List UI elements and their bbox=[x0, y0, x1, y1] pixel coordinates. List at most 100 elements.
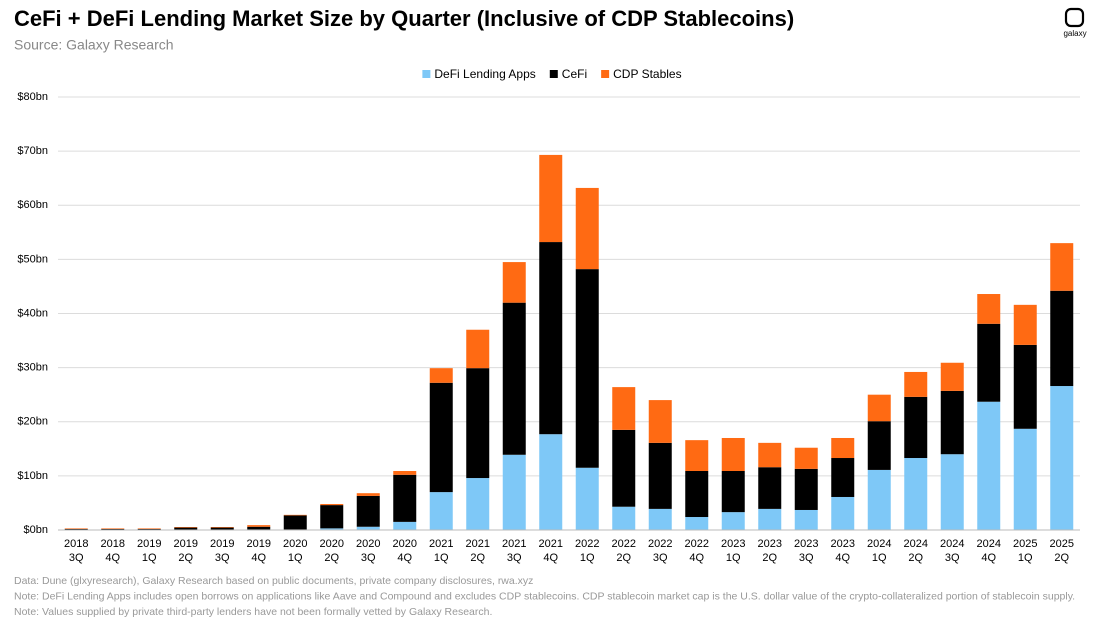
bar-segment bbox=[685, 440, 709, 472]
bar-segment bbox=[612, 429, 636, 507]
x-tick-quarter: 3Q bbox=[69, 552, 84, 564]
bar-segment bbox=[64, 528, 88, 530]
legend-swatch bbox=[601, 70, 610, 78]
bar-segment bbox=[758, 467, 782, 509]
x-tick-quarter: 1Q bbox=[1018, 552, 1033, 564]
legend-swatch bbox=[422, 70, 431, 78]
y-tick-label: $70bn bbox=[17, 145, 48, 157]
bar-segment bbox=[502, 262, 526, 303]
x-tick-year: 2021 bbox=[466, 538, 490, 550]
x-tick-year: 2020 bbox=[356, 538, 380, 550]
x-tick-quarter: 2Q bbox=[762, 552, 777, 564]
x-tick-quarter: 3Q bbox=[215, 552, 230, 564]
x-tick-quarter: 1Q bbox=[580, 552, 595, 564]
x-tick-quarter: 3Q bbox=[945, 552, 960, 564]
x-tick-year: 2022 bbox=[685, 538, 709, 550]
bar-segment bbox=[904, 458, 928, 530]
x-tick-quarter: 1Q bbox=[142, 552, 157, 564]
bar-segment bbox=[831, 458, 855, 497]
bar-segment bbox=[940, 454, 964, 530]
bar-segment bbox=[174, 527, 198, 528]
x-tick-quarter: 2Q bbox=[470, 552, 485, 564]
x-tick-year: 2023 bbox=[721, 538, 745, 550]
bar-segment bbox=[1013, 428, 1037, 530]
x-tick-quarter: 1Q bbox=[872, 552, 887, 564]
bar-segment bbox=[539, 154, 563, 243]
y-tick-label: $30bn bbox=[17, 362, 48, 374]
x-tick-quarter: 2Q bbox=[616, 552, 631, 564]
x-tick-quarter: 4Q bbox=[689, 552, 704, 564]
bar-segment bbox=[977, 294, 1001, 324]
y-tick-label: $10bn bbox=[17, 470, 48, 482]
x-tick-year: 2021 bbox=[502, 538, 526, 550]
bar-segment bbox=[612, 387, 636, 430]
bar-segment bbox=[210, 527, 234, 528]
bar-segment bbox=[137, 528, 161, 529]
bar-segment bbox=[940, 390, 964, 455]
x-tick-year: 2025 bbox=[1050, 538, 1074, 550]
chart-title: CeFi + DeFi Lending Market Size by Quart… bbox=[14, 6, 794, 31]
logo-icon bbox=[1064, 7, 1085, 28]
x-tick-quarter: 2Q bbox=[908, 552, 923, 564]
x-tick-year: 2020 bbox=[283, 538, 307, 550]
x-tick-year: 2018 bbox=[101, 538, 125, 550]
x-tick-quarter: 4Q bbox=[105, 552, 120, 564]
x-tick-year: 2021 bbox=[539, 538, 563, 550]
bar-segment bbox=[1050, 386, 1074, 530]
x-tick-year: 2018 bbox=[64, 538, 88, 550]
x-tick-year: 2024 bbox=[904, 538, 928, 550]
x-tick-quarter: 3Q bbox=[799, 552, 814, 564]
bar-segment bbox=[356, 493, 380, 496]
x-tick-year: 2023 bbox=[794, 538, 818, 550]
x-tick-quarter: 4Q bbox=[543, 552, 558, 564]
bar-segment bbox=[648, 400, 672, 443]
x-tick-year: 2025 bbox=[1013, 538, 1037, 550]
bar-segment bbox=[977, 401, 1001, 530]
x-tick-quarter: 3Q bbox=[507, 552, 522, 564]
x-tick-quarter: 2Q bbox=[178, 552, 193, 564]
x-tick-year: 2019 bbox=[174, 538, 198, 550]
x-tick-year: 2019 bbox=[210, 538, 234, 550]
bar-segment bbox=[648, 442, 672, 509]
chart-subtitle: Source: Galaxy Research bbox=[14, 37, 174, 53]
bar-segment bbox=[794, 447, 818, 469]
x-tick-quarter: 2Q bbox=[324, 552, 339, 564]
bar-segment bbox=[64, 528, 88, 529]
legend-label: CDP Stables bbox=[613, 67, 681, 81]
x-tick-year: 2024 bbox=[977, 538, 1001, 550]
x-tick-year: 2022 bbox=[575, 538, 599, 550]
x-tick-quarter: 3Q bbox=[653, 552, 668, 564]
bar-segment bbox=[283, 515, 307, 530]
y-tick-label: $0bn bbox=[24, 524, 48, 536]
footnote: Note: DeFi Lending Apps includes open bo… bbox=[14, 590, 1075, 602]
bar-segment bbox=[137, 528, 161, 530]
x-tick-year: 2023 bbox=[831, 538, 855, 550]
bar-segment bbox=[539, 434, 563, 530]
x-tick-quarter: 1Q bbox=[288, 552, 303, 564]
bar-segment bbox=[356, 495, 380, 527]
bar-segment bbox=[320, 528, 344, 530]
bar-segment bbox=[502, 454, 526, 530]
bar-segment bbox=[721, 471, 745, 513]
bar-segment bbox=[429, 382, 453, 493]
bar-segment bbox=[210, 527, 234, 530]
x-tick-quarter: 4Q bbox=[835, 552, 850, 564]
bar-segment bbox=[174, 527, 198, 530]
bar-segment bbox=[1013, 304, 1037, 345]
legend-swatch bbox=[549, 70, 558, 78]
bar-segment bbox=[867, 469, 891, 530]
bar-segment bbox=[320, 504, 344, 506]
bar-segment bbox=[320, 505, 344, 529]
x-tick-year: 2024 bbox=[940, 538, 964, 550]
bar-segment bbox=[867, 421, 891, 470]
x-tick-year: 2020 bbox=[393, 538, 417, 550]
x-tick-year: 2019 bbox=[137, 538, 161, 550]
x-tick-quarter: 1Q bbox=[434, 552, 449, 564]
bar-segment bbox=[904, 371, 928, 397]
bar-segment bbox=[794, 509, 818, 530]
legend-label: CeFi bbox=[562, 67, 587, 81]
y-tick-label: $20bn bbox=[17, 416, 48, 428]
bar-segment bbox=[539, 242, 563, 435]
x-tick-year: 2021 bbox=[429, 538, 453, 550]
